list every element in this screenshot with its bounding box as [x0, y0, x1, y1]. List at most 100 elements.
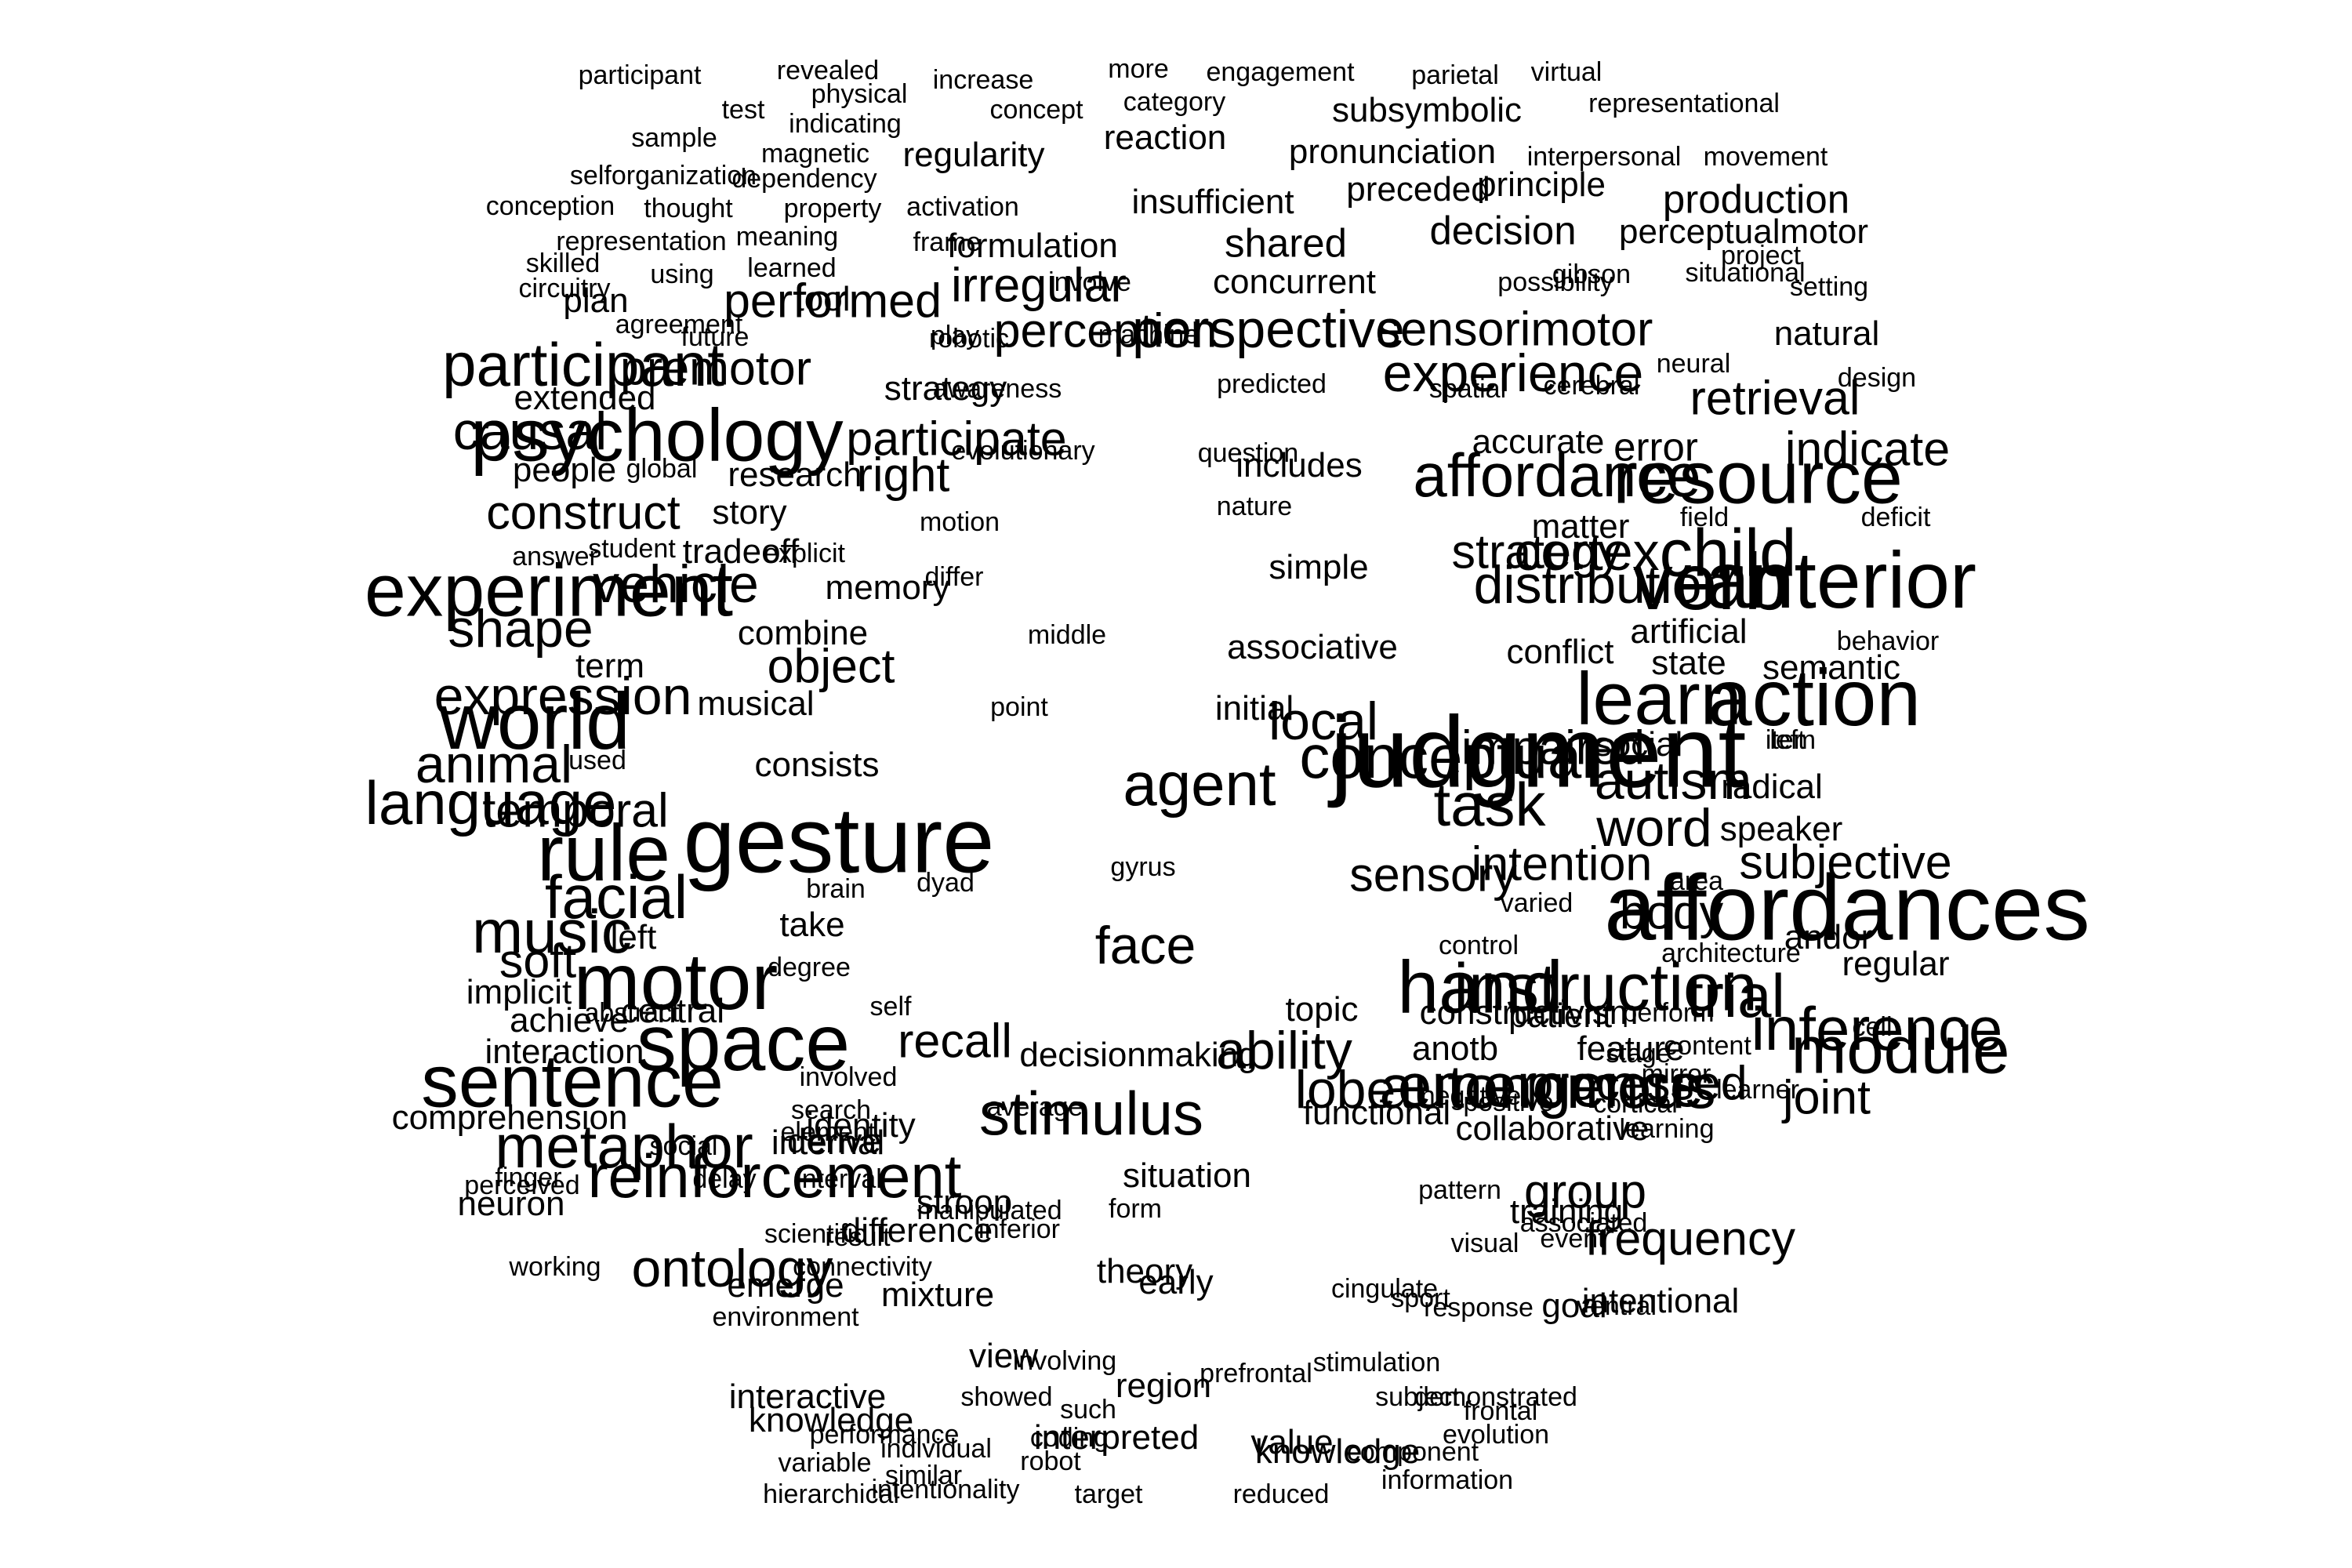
- word-skilled: skilled: [525, 249, 601, 278]
- word-experiment: experiment: [365, 549, 733, 633]
- word-representation: representation: [556, 227, 727, 256]
- word-explicit: explicit: [764, 539, 845, 568]
- word-feature: feature: [1577, 1029, 1685, 1068]
- word-knowledge: knowledge: [1254, 1432, 1421, 1471]
- word-content: content: [1664, 1031, 1751, 1061]
- word-learn: learn: [1576, 657, 1742, 741]
- word-recall: recall: [898, 1014, 1012, 1068]
- word-emerge: emerge: [727, 1266, 844, 1305]
- word-cortex: cortex: [1514, 522, 1660, 582]
- word-action: action: [1707, 653, 1922, 742]
- word-awareness: awareness: [932, 374, 1062, 404]
- word-activation: activation: [906, 192, 1019, 222]
- word-predicted: predicted: [1217, 369, 1327, 399]
- word-neural: neural: [1656, 349, 1731, 379]
- word-component: component: [1346, 1437, 1479, 1467]
- word-selforganization: selforganization: [569, 161, 757, 191]
- word-similar: similar: [884, 1461, 963, 1490]
- word-theory: theory: [1096, 1252, 1193, 1290]
- word-environment: environment: [712, 1302, 859, 1332]
- word-achieve: achieve: [510, 1001, 629, 1040]
- word-internal: internal: [771, 1123, 885, 1162]
- word-pronunciation: pronunciation: [1288, 132, 1497, 171]
- word-training: training: [1509, 1192, 1624, 1231]
- word-engagement: engagement: [1206, 57, 1355, 87]
- word-world: world: [439, 677, 630, 766]
- word-left: left: [1769, 725, 1806, 755]
- word-event: event: [1540, 1224, 1606, 1254]
- word-shared: shared: [1225, 220, 1347, 266]
- word-extended: extended: [514, 379, 656, 417]
- word-instruction: instruction: [1454, 950, 1758, 1025]
- word-answer: answer: [512, 542, 598, 572]
- word-autism: autism: [1594, 751, 1752, 811]
- word-global: global: [626, 454, 698, 484]
- word-radical: radical: [1721, 768, 1823, 806]
- word-motion: motion: [919, 507, 1000, 537]
- word-people: people: [512, 451, 617, 489]
- word-indicate: indicate: [1784, 422, 1951, 476]
- word-facial: facial: [544, 862, 688, 931]
- word-social: social: [1594, 725, 1683, 764]
- word-showed: showed: [960, 1382, 1053, 1412]
- word-using: using: [650, 260, 714, 289]
- word-increase: increase: [932, 65, 1034, 95]
- word-verb: verb: [1632, 537, 1789, 626]
- word-local: local: [1269, 691, 1378, 751]
- word-comprehension: comprehension: [391, 1098, 628, 1137]
- word-physical: physical: [811, 79, 908, 109]
- word-individual: individual: [880, 1434, 992, 1464]
- word-evolutionary: evolutionary: [951, 436, 1095, 466]
- word-design: design: [1837, 363, 1917, 393]
- word-regular: regular: [1842, 945, 1950, 983]
- word-field: field: [1679, 503, 1730, 532]
- word-spatial: spatial: [1428, 374, 1507, 404]
- word-learned: learned: [747, 253, 837, 283]
- word-area: area: [1669, 866, 1724, 896]
- word-cerebral: cerebral: [1543, 371, 1640, 401]
- word-hierarchical: hierarchical: [763, 1479, 899, 1509]
- word-plan: plan: [563, 281, 629, 320]
- word-group: group: [1523, 1164, 1647, 1218]
- word-stroop: stroop: [916, 1183, 1013, 1221]
- word-experience: experience: [1382, 343, 1644, 403]
- word-prefrontal: prefrontal: [1200, 1359, 1312, 1388]
- word-derive: derive: [787, 1122, 881, 1160]
- word-average: average: [986, 1092, 1083, 1122]
- word-affordance: affordance: [1413, 441, 1701, 510]
- word-anotb: anotb: [1411, 1029, 1499, 1068]
- word-psychology: psychology: [470, 394, 844, 477]
- word-topic: topic: [1285, 990, 1359, 1029]
- word-property: property: [783, 194, 882, 223]
- word-stimulus: stimulus: [978, 1079, 1204, 1148]
- word-value: value: [1250, 1423, 1334, 1461]
- word-neuron: neuron: [457, 1185, 565, 1223]
- word-soft: soft: [499, 934, 577, 988]
- word-perform: perform: [1622, 998, 1715, 1028]
- word-target: target: [1074, 1479, 1143, 1509]
- word-robotic: robotic: [928, 324, 1010, 354]
- word-trial: trial: [1686, 961, 1785, 1030]
- word-stimulation: stimulation: [1312, 1348, 1441, 1377]
- word-animal: animal: [415, 735, 573, 794]
- word-associative: associative: [1227, 628, 1398, 666]
- word-virtual: virtual: [1530, 57, 1602, 87]
- word-sample: sample: [631, 123, 717, 153]
- word-situational: situational: [1685, 258, 1806, 288]
- word-resource: resource: [1613, 436, 1903, 520]
- word-machine: machine: [1098, 320, 1200, 350]
- word-natural: natural: [1773, 314, 1880, 353]
- word-functional: functional: [1302, 1094, 1451, 1132]
- word-cell: cell: [1852, 1012, 1893, 1042]
- word-decisionmaking: decisionmaking: [1019, 1036, 1258, 1074]
- word-combine: combine: [737, 614, 869, 652]
- word-space: space: [636, 998, 851, 1087]
- word-future: future: [681, 322, 750, 352]
- word-thought: thought: [644, 194, 733, 223]
- word-formulation: formulation: [947, 227, 1118, 265]
- word-representational: representational: [1588, 89, 1780, 118]
- word-goal: goal: [1541, 1287, 1607, 1325]
- word-self: self: [869, 992, 912, 1022]
- word-architecture: architecture: [1661, 938, 1801, 968]
